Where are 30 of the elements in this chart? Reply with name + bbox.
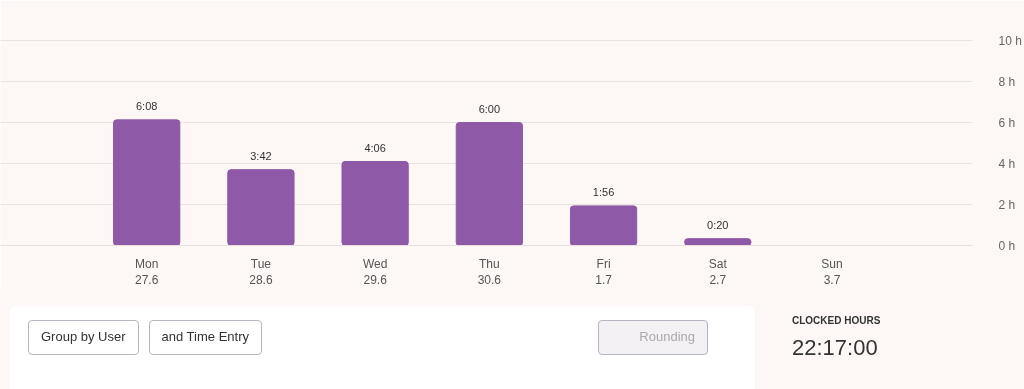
bar bbox=[227, 169, 295, 246]
bar bbox=[684, 238, 752, 246]
text: and Time Entry bbox=[148, 320, 262, 355]
data-label: 4:06 bbox=[364, 141, 386, 154]
x-tick-label: Tue 28.6 bbox=[249, 256, 273, 288]
data-label: 6:08 bbox=[136, 99, 158, 112]
data-label: 1:56 bbox=[592, 185, 615, 198]
bar bbox=[341, 161, 409, 246]
text: Group by User bbox=[28, 320, 139, 355]
x-tick-label: Wed 29.6 bbox=[362, 256, 388, 288]
bar bbox=[569, 205, 638, 246]
data-label: 3:42 bbox=[250, 149, 272, 162]
y-tick-label: 6 h bbox=[998, 115, 1016, 130]
text: Rounding bbox=[598, 320, 708, 355]
bar bbox=[113, 119, 181, 246]
data-label: 0:20 bbox=[707, 218, 729, 231]
text: 22:17:00 bbox=[792, 334, 878, 362]
x-tick-label: Sun 3.7 bbox=[821, 256, 843, 288]
y-tick-label: 8 h bbox=[998, 74, 1016, 89]
x-tick-label: Thu 30.6 bbox=[477, 256, 502, 288]
x-tick-label: Sat 2.7 bbox=[708, 256, 728, 288]
x-tick-label: Mon 27.6 bbox=[135, 256, 159, 288]
y-tick-label: 2 h bbox=[998, 197, 1016, 212]
x-tick-label: Fri 1.7 bbox=[595, 256, 613, 288]
bar bbox=[455, 122, 523, 246]
y-tick-label: 4 h bbox=[998, 156, 1016, 171]
data-label: 6:00 bbox=[478, 102, 501, 115]
y-tick-label: 0 h bbox=[998, 238, 1016, 253]
text: CLOCKED HOURS bbox=[792, 314, 881, 328]
y-tick-label: 10 h bbox=[998, 33, 1022, 48]
